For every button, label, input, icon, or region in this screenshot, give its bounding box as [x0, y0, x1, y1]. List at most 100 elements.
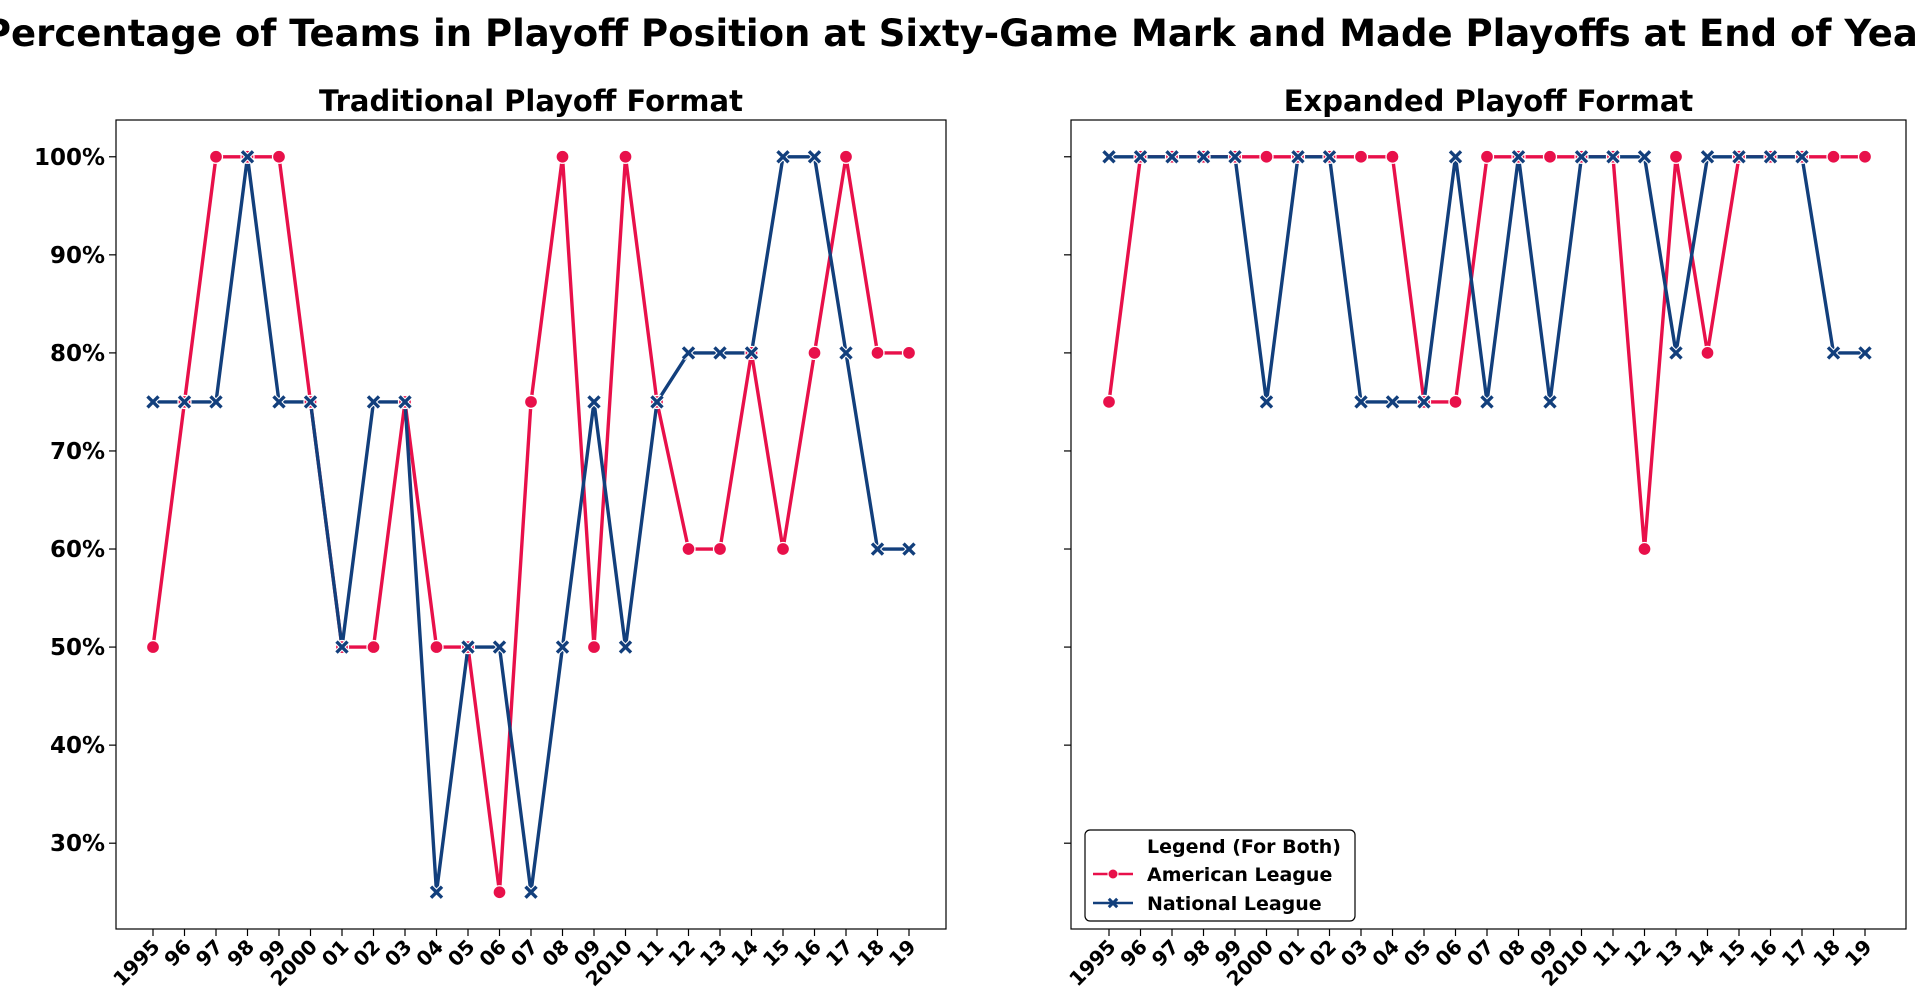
point-american	[271, 149, 287, 164]
point-american	[1259, 149, 1274, 164]
point-national	[397, 394, 413, 410]
x-tick-label: 15	[1714, 935, 1751, 972]
point-american	[1353, 149, 1369, 164]
point-national	[807, 149, 822, 165]
point-national	[1416, 394, 1432, 410]
point-national	[649, 394, 665, 410]
x-tick-label: 96	[159, 935, 196, 972]
panel-1: Traditional Playoff Format 30% 40% 50% 60% 70…	[34, 84, 947, 991]
x-tick-label: 97	[1147, 935, 1184, 972]
point-national	[1448, 149, 1463, 165]
x-tick-label: 01	[1273, 935, 1310, 972]
point-national	[271, 394, 287, 410]
x-tick-label: 08	[537, 935, 574, 972]
point-national	[334, 639, 350, 655]
point-national	[775, 149, 791, 165]
axes-frame	[115, 119, 947, 930]
x-tick-label: 98	[222, 935, 259, 972]
point-national	[1763, 149, 1778, 165]
point-american	[838, 149, 854, 164]
x-tick-label: 11	[1588, 935, 1625, 972]
x-tick-label: 14	[1682, 935, 1719, 972]
x-tick-label: 19	[884, 935, 921, 972]
point-national	[460, 639, 476, 655]
point-national	[618, 639, 633, 655]
x-tick-label: 1995	[108, 935, 164, 991]
y-tick-label: 90%	[50, 243, 105, 269]
x-tick-label: 02	[348, 935, 385, 972]
point-national	[744, 345, 759, 361]
x-tick-label: 13	[695, 935, 732, 972]
point-national	[1574, 149, 1589, 165]
point-national	[303, 394, 318, 410]
point-american	[1637, 541, 1652, 557]
point-american	[807, 345, 822, 361]
point-national	[870, 541, 885, 557]
panel-title: Expanded Playoff Format	[1284, 84, 1694, 118]
point-american	[618, 149, 633, 164]
x-tick-label: 1995	[1064, 935, 1120, 991]
point-american	[1668, 149, 1684, 164]
point-american	[1542, 149, 1558, 164]
x-tick-label: 15	[758, 935, 795, 972]
x-tick-label: 17	[821, 935, 858, 972]
x-tick-label: 16	[789, 935, 826, 972]
point-american	[1700, 345, 1715, 361]
point-national	[586, 394, 602, 410]
point-national	[240, 149, 255, 165]
point-american	[1448, 394, 1463, 410]
point-american	[1385, 149, 1400, 164]
point-national	[1826, 345, 1841, 361]
x-tick-label: 05	[443, 935, 480, 972]
point-national	[1133, 149, 1148, 165]
x-tick-label: 01	[317, 935, 354, 972]
point-national	[1511, 149, 1526, 165]
y-tick-label: 100%	[34, 145, 105, 171]
x-tick-label: 04	[411, 935, 448, 972]
y-tick-label: 50%	[50, 635, 105, 661]
x-tick-label: 07	[506, 935, 543, 972]
point-national	[838, 345, 854, 361]
point-american	[870, 345, 885, 361]
point-national	[429, 884, 444, 900]
point-national	[208, 394, 224, 410]
point-national	[492, 639, 507, 655]
series-line-national	[1109, 155, 1865, 404]
x-tick-label: 06	[1430, 935, 1467, 972]
x-tick-label: 18	[852, 935, 889, 972]
legend-label: National League	[1147, 893, 1322, 915]
point-national	[681, 345, 696, 361]
point-american	[1826, 149, 1841, 164]
point-american	[901, 345, 917, 361]
x-tick-label: 13	[1651, 935, 1688, 972]
x-tick-label: 12	[663, 935, 700, 972]
y-tick-label: 60%	[50, 537, 105, 563]
point-national	[1322, 149, 1337, 165]
point-american	[366, 639, 381, 655]
point-national	[1731, 149, 1747, 165]
x-tick-label: 04	[1367, 935, 1404, 972]
point-american	[586, 639, 602, 655]
point-national	[555, 639, 570, 655]
point-american	[1857, 149, 1873, 164]
point-american	[775, 541, 791, 557]
x-tick-label: 05	[1399, 935, 1436, 972]
x-tick-label: 07	[1462, 935, 1499, 972]
x-tick-label: 17	[1777, 935, 1814, 972]
x-tick-label: 06	[474, 935, 511, 972]
point-american	[145, 639, 161, 655]
point-national	[177, 394, 192, 410]
y-tick-label: 70%	[50, 439, 105, 465]
point-national	[1259, 394, 1274, 410]
legend-title: Legend (For Both)	[1147, 836, 1341, 858]
y-tick-label: 30%	[50, 831, 105, 857]
point-national	[1353, 394, 1369, 410]
x-tick-label: 18	[1808, 935, 1845, 972]
point-american	[681, 541, 696, 557]
x-tick-label: 16	[1745, 935, 1782, 972]
series-line-american	[151, 155, 909, 894]
x-tick-label: 11	[632, 935, 669, 972]
point-national	[1385, 394, 1400, 410]
chart-main-title: Percentage of Teams in Playoff Position …	[0, 12, 1920, 55]
